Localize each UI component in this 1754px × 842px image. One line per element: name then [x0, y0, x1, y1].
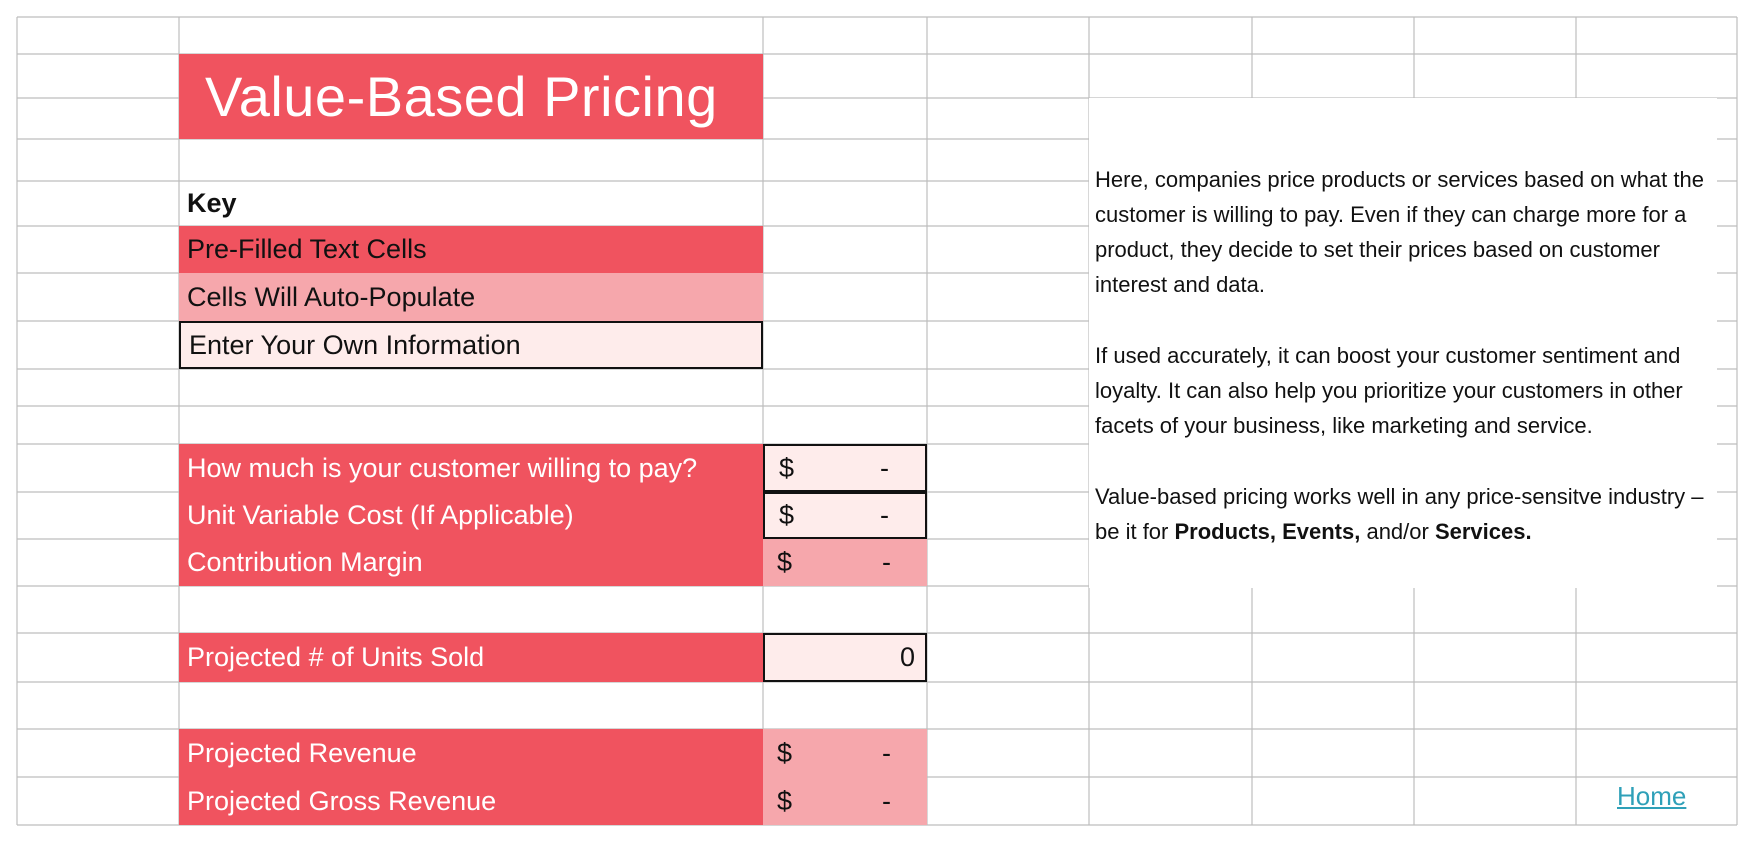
- description-paragraph-3: Value-based pricing works well in any pr…: [1095, 484, 1704, 544]
- contribution-margin-output[interactable]: $ -: [763, 539, 927, 586]
- key-auto-populate-cells[interactable]: Cells Will Auto-Populate: [179, 273, 763, 321]
- key-heading: Key: [187, 188, 237, 218]
- willing-to-pay-input[interactable]: $ -: [763, 444, 927, 492]
- cell-value: -: [882, 547, 891, 577]
- projected-revenue-output[interactable]: $ -: [763, 729, 927, 777]
- projected-gross-revenue-label: Projected Gross Revenue: [179, 777, 763, 825]
- projected-units-sold-input[interactable]: 0: [763, 633, 927, 682]
- contribution-margin-label: Contribution Margin: [179, 539, 763, 586]
- currency-symbol: $: [777, 785, 793, 816]
- cell-value: -: [882, 737, 891, 768]
- cell-value: -: [880, 500, 889, 530]
- products-text: Products,: [1174, 519, 1276, 544]
- key-prefilled-cells[interactable]: Pre-Filled Text Cells: [179, 226, 763, 273]
- unit-variable-cost-input[interactable]: $ -: [763, 492, 927, 539]
- key-enter-information-cells[interactable]: Enter Your Own Information: [179, 321, 763, 369]
- currency-symbol: $: [777, 547, 793, 577]
- projected-units-sold-label: Projected # of Units Sold: [179, 633, 763, 682]
- projected-revenue-label: Projected Revenue: [179, 729, 763, 777]
- currency-symbol: $: [779, 452, 795, 483]
- home-link[interactable]: Home: [1617, 781, 1687, 811]
- services-text: Services.: [1434, 519, 1532, 544]
- description-cell[interactable]: Here, companies price products or servic…: [1089, 98, 1717, 588]
- unit-variable-cost-label: Unit Variable Cost (If Applicable): [179, 492, 763, 539]
- description-paragraph-1: Here, companies price products or servic…: [1095, 167, 1704, 297]
- page-title: Value-Based Pricing: [179, 54, 763, 139]
- currency-symbol: $: [777, 737, 793, 768]
- description-paragraph-2: If used accurately, it can boost your cu…: [1095, 343, 1683, 438]
- events-text: Events,: [1282, 519, 1361, 544]
- currency-symbol: $: [779, 500, 795, 530]
- projected-gross-revenue-output[interactable]: $ -: [763, 777, 927, 825]
- willing-to-pay-label: How much is your customer willing to pay…: [179, 444, 763, 492]
- cell-value: -: [882, 785, 891, 816]
- cell-value: -: [880, 452, 889, 483]
